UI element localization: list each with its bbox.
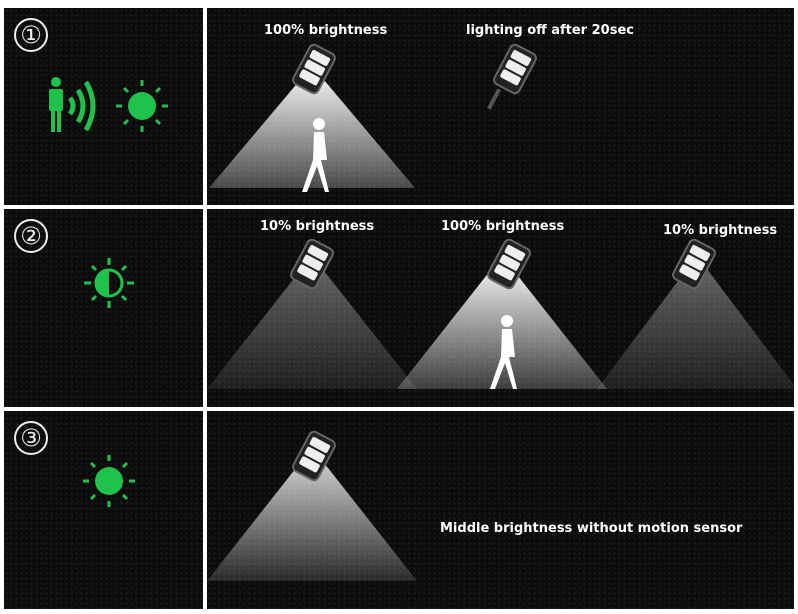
brightness-label: 100% brightness (441, 219, 565, 234)
mode-1-icon-panel: ① (4, 8, 203, 205)
sun-full-icon (116, 80, 168, 132)
mode-3-scene-panel: Middle brightness without motion sensor (207, 411, 794, 609)
person-motion-icon (49, 77, 96, 132)
mode-1-scene-panel: 100% brightness lighting off after 20sec (207, 8, 794, 205)
mode-number: ① (14, 18, 48, 52)
mode-number: ③ (14, 421, 48, 455)
brightness-label: 10% brightness (663, 223, 778, 238)
mode-number: ② (14, 219, 48, 253)
walking-person-icon (302, 118, 329, 192)
brightness-label: 10% brightness (260, 219, 375, 234)
sun-full-icon (83, 455, 135, 507)
lamp-bracket (487, 88, 501, 110)
mode-description: Middle brightness without motion sensor (440, 521, 743, 536)
brightness-label: 100% brightness (264, 23, 388, 38)
walking-person-icon (490, 315, 517, 389)
mode-3-icon-panel: ③ (4, 411, 203, 609)
sun-half-icon (84, 258, 134, 308)
off-label: lighting off after 20sec (466, 23, 634, 38)
mode-2-scene-panel: 10% brightness 100% brightness 10% brigh… (207, 209, 794, 407)
mode-2-icon-panel: ② (4, 209, 203, 407)
